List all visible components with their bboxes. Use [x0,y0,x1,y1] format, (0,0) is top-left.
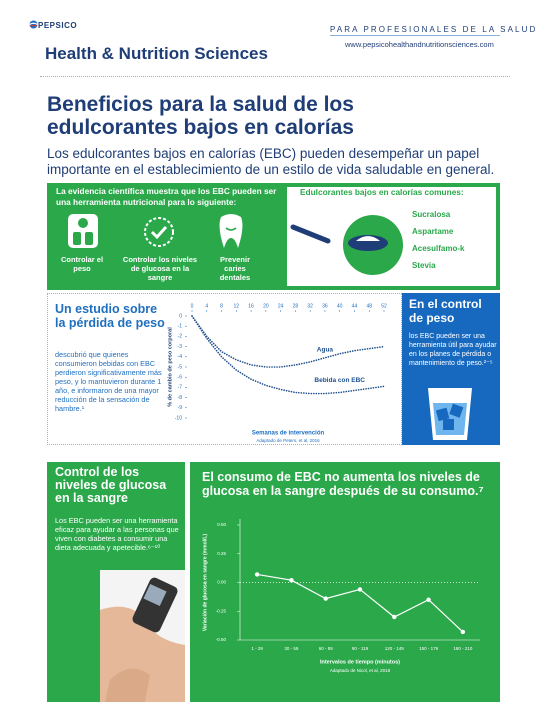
logo: PEPSICO [38,21,78,30]
x-tick-label: 8 [220,303,223,309]
y-tick-label: 0 [179,313,182,319]
x-tick-label: 150 - 179 [419,646,439,651]
logo-mark [29,20,38,29]
evidence-item: Controlar el peso [60,255,104,273]
x-tick-label: 52 [381,303,387,309]
divider [40,76,510,77]
line [257,573,464,633]
weight-chart: 0 4 8 12 16 20 24 28 32 36 40 44 48 520-1-2-3-4-5-6-7… [167,303,387,443]
glucose-heading: Control de los niveles de glucosa en la … [55,465,167,505]
x-tick-label: 0 [191,303,194,309]
point [426,597,431,602]
evidence-item: Prevenir caries dentales [219,255,251,282]
x-tick-label: 16 [248,303,254,309]
point [254,572,260,577]
x-tick-label: 48 [366,303,372,309]
x-tick-label: 44 [352,303,358,309]
y-tick-label: 0.50 [217,522,226,527]
evidence-item: Controlar los niveles de glucosa en la s… [122,255,198,282]
y-axis-label: % de cambio de peso corporal [167,327,173,407]
x-tick-label: 28 [293,303,299,309]
line [191,315,385,368]
y-tick-label: -10 [175,415,182,421]
x-axis-label: Intervalos de tiempo (minutos) [320,659,400,665]
source: Adaptado de Nicol, et al, 2018 [330,668,391,673]
x-tick-label: 30 - 59 [284,646,299,651]
glucose-chart: 0.50 0.25 0.00 -0.25 -0.50 1 - 29 30 - 59 60 - … [202,519,480,673]
x-tick-label: 40 [337,303,343,309]
y-axis-label: Variación de glucosa en sangre (mmol/L) [202,534,208,632]
y-tick-label: 0.00 [217,580,226,585]
y-tick-label: 0.25 [217,551,226,556]
y-tick-label: -8 [178,395,183,401]
x-tick-label: 1 - 29 [251,646,263,651]
evidence-heading: La evidencia científica muestra que los … [56,186,277,207]
glucose-chart-title: El consumo de EBC no aumenta los niveles… [202,470,484,498]
point [323,596,328,601]
glass-icon [428,388,472,440]
study-box [47,293,402,445]
title: Beneficios para la salud de los edulcora… [47,93,354,139]
sweetener: Aspartame [412,227,454,236]
series-label: Bebida con EBC [314,377,365,384]
x-tick-label: 36 [322,303,328,309]
point [357,587,363,592]
point [460,629,466,635]
x-axis-label: Semanas de intervención [252,431,325,437]
study-heading: Un estudio sobre la pérdida de peso [55,302,165,330]
x-tick-label: 12 [234,303,240,309]
brand: Health & Nutrition Sciences [45,44,268,63]
audience: PARA PROFESIONALES DE LA SALUD [330,25,538,34]
weight-control-heading: En el control de peso [409,297,482,325]
y-tick-label: -6 [178,375,183,381]
spoon-icon [290,215,403,275]
sweetener: Sucralosa [412,210,451,219]
y-tick-label: -1 [178,324,183,330]
series-label: Agua [317,347,334,354]
sweeteners-list: Sucralosa Aspartame Acesulfamo-k Stevia [412,206,464,274]
y-tick-label: -5 [178,364,183,370]
study-text: descubrió que quienes consumieron bebida… [55,350,162,413]
source: Adaptado de Peters, et al, 2016 [256,438,320,443]
photo [100,570,185,702]
sweetener: Stevia [412,261,436,270]
x-tick-label: 120 - 149 [385,646,405,651]
y-tick-label: -2 [178,334,183,340]
icons [68,214,243,248]
x-tick-label: 20 [263,303,269,309]
divider [330,35,500,36]
sweeteners-heading: Edulcorantes bajos en calorías comunes: [300,187,464,197]
point [392,614,397,620]
url: www.pepsicohealthandnutritionsciences.co… [345,40,494,49]
x-tick-label: 90 - 119 [352,646,369,651]
glucose-chart-box [190,462,500,702]
x-tick-label: 180 - 210 [453,646,473,651]
sweetener: Acesulfamo-k [412,244,465,253]
y-tick-label: -9 [178,405,183,411]
x-tick-label: 24 [278,303,284,309]
x-tick-label: 4 [205,303,208,309]
line [191,315,385,395]
x-tick-label: 60 - 89 [319,646,334,651]
y-tick-label: -7 [178,385,183,391]
intro: Los edulcorantes bajos en calorías (EBC)… [47,146,495,177]
glucose-text: Los EBC pueden ser una herramienta efica… [55,516,179,552]
weight-control-text: los EBC pueden ser una herramienta útil … [409,333,497,367]
y-tick-label: -3 [178,344,183,350]
y-tick-label: -0.25 [216,608,227,613]
y-tick-label: -0.50 [216,637,227,642]
point [289,578,294,583]
y-tick-label: -4 [178,354,183,360]
x-tick-label: 32 [307,303,313,309]
